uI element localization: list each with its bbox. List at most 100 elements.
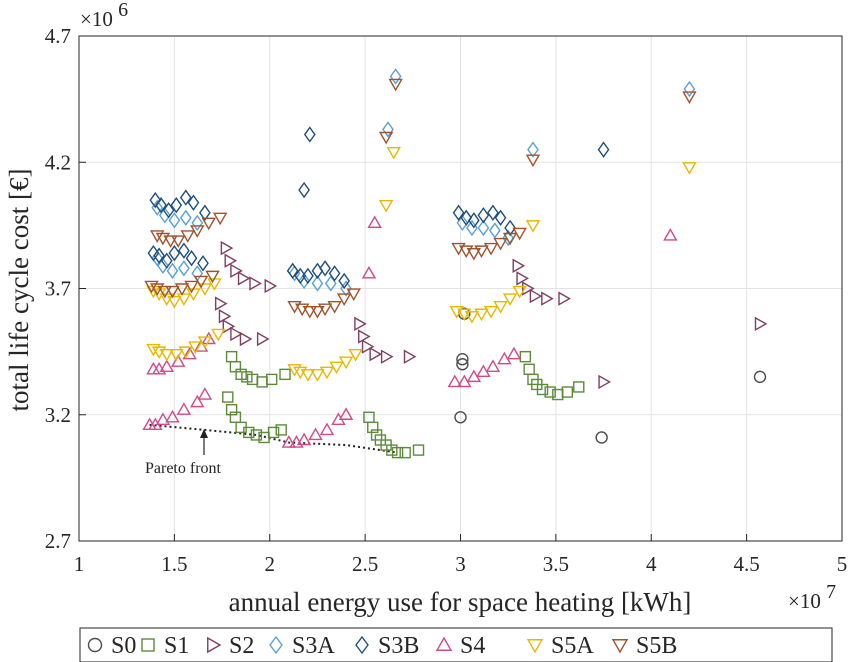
data-point: [311, 275, 324, 292]
pareto-front-line: [149, 423, 398, 454]
legend-marker-s2: [207, 636, 222, 654]
data-point: [380, 349, 394, 364]
y-tick-label: 4.7: [45, 24, 71, 48]
x-multiplier-base: ×10: [788, 589, 821, 613]
data-point: [403, 349, 417, 364]
data-point: [466, 247, 482, 261]
data-point: [388, 78, 403, 92]
data-point: [595, 431, 608, 444]
data-point: [754, 316, 768, 332]
data-point: [477, 207, 490, 224]
data-point: [663, 228, 678, 241]
data-point: [354, 316, 367, 332]
data-point: [541, 291, 554, 306]
data-point: [230, 263, 243, 279]
x-multiplier: ×10 7: [788, 581, 836, 613]
data-point: [222, 319, 236, 334]
data-point: [241, 371, 253, 383]
data-point: [361, 339, 375, 354]
data-point: [229, 411, 242, 423]
data-point: [167, 295, 182, 309]
x-tick-label: 4.5: [734, 552, 760, 576]
series-s1: [222, 350, 585, 459]
data-point: [561, 386, 574, 398]
data-point: [157, 285, 173, 299]
data-point: [182, 346, 197, 360]
x-tick-label: 1.5: [161, 552, 187, 576]
data-point: [597, 141, 610, 158]
pareto-front-arrowhead: [200, 429, 208, 438]
data-point: [178, 260, 190, 277]
data-point: [378, 131, 394, 145]
data-point: [348, 348, 363, 362]
data-point: [452, 204, 465, 221]
data-point: [193, 275, 209, 289]
data-point: [250, 429, 263, 441]
y-tick-label: 4.2: [45, 150, 71, 174]
data-point: [512, 258, 526, 273]
data-point: [165, 409, 180, 423]
data-point: [249, 276, 262, 291]
data-point: [197, 255, 209, 272]
legend-marker-s5b: [611, 639, 629, 654]
data-point: [598, 374, 611, 390]
legend-label-s0: S0: [111, 633, 136, 659]
data-point: [180, 230, 195, 243]
data-point: [197, 283, 213, 296]
data-point: [319, 422, 335, 436]
data-point: [294, 267, 307, 285]
data-point: [155, 412, 171, 425]
data-point: [487, 204, 499, 221]
legend-label-s3b: S3B: [378, 633, 419, 659]
data-point: [178, 346, 194, 360]
data-point: [310, 306, 325, 319]
data-point: [474, 245, 489, 259]
data-point: [158, 207, 171, 224]
data-point: [225, 404, 238, 416]
data-point: [296, 432, 312, 446]
data-point: [447, 374, 462, 388]
data-point: [229, 361, 242, 373]
data-point: [336, 293, 352, 307]
data-point: [319, 366, 335, 380]
data-point: [317, 303, 333, 317]
data-point: [367, 215, 382, 229]
data-point: [298, 181, 310, 199]
data-point: [176, 293, 192, 307]
data-point: [512, 227, 527, 241]
data-point: [300, 369, 316, 382]
legend-label-s4: S4: [460, 633, 485, 659]
series-s4: [142, 215, 678, 448]
data-point: [218, 309, 232, 324]
x-tick-label: 1: [74, 552, 85, 576]
data-point: [502, 293, 518, 307]
data-point: [683, 80, 696, 98]
data-point: [506, 346, 522, 360]
series-layer: [142, 68, 768, 459]
legend-marker-s1: [141, 638, 155, 652]
legend: S0 S1 S2 S3A S3B S4 S5A S5B: [79, 627, 833, 662]
data-point: [162, 202, 175, 219]
data-point: [287, 364, 302, 377]
data-point: [197, 387, 213, 400]
data-point: [170, 235, 186, 248]
data-point: [682, 91, 697, 105]
x-tick-label: 4: [646, 552, 657, 576]
data-point: [150, 230, 165, 243]
legend-label-s1: S1: [164, 633, 189, 659]
legend-label-s5b: S5B: [636, 633, 677, 659]
data-point: [159, 359, 174, 372]
data-point: [519, 350, 532, 363]
data-point: [493, 300, 508, 314]
data-point: [265, 373, 278, 386]
data-point: [267, 426, 280, 439]
data-point: [361, 265, 377, 279]
data-point: [493, 237, 508, 251]
data-point: [298, 272, 310, 290]
x-tick-label: 2.5: [352, 552, 378, 576]
data-point: [512, 285, 527, 299]
data-point: [179, 209, 192, 227]
data-point: [281, 435, 297, 448]
data-point: [527, 141, 539, 158]
data-point: [191, 214, 204, 232]
